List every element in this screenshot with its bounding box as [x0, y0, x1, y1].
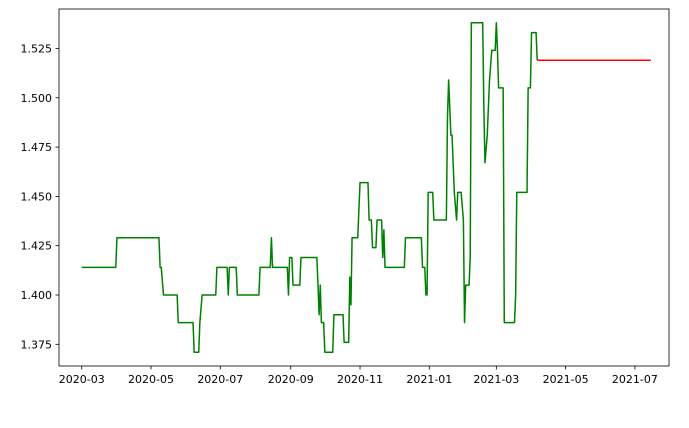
y-tick-label: 1.400 — [21, 289, 53, 302]
y-tick-label: 1.425 — [21, 240, 53, 253]
x-tick-label: 2021-07 — [612, 373, 658, 386]
plot-frame — [58, 8, 670, 367]
x-tick-label: 2021-01 — [406, 373, 452, 386]
x-tick-label: 2020-09 — [268, 373, 314, 386]
x-tick-label: 2020-05 — [128, 373, 174, 386]
x-tick-label: 2021-05 — [543, 373, 589, 386]
x-tick-label: 2020-03 — [59, 373, 105, 386]
y-tick-label: 1.500 — [21, 92, 53, 105]
x-tick-label: 2021-03 — [473, 373, 519, 386]
series-layer — [81, 22, 651, 353]
x-tick-label: 2020-07 — [197, 373, 243, 386]
y-axis: 1.375 1.400 1.425 1.450 1.475 1.500 1.525 — [21, 42, 59, 351]
series-line-1 — [81, 22, 538, 353]
y-tick-label: 1.375 — [21, 338, 53, 351]
y-tick-label: 1.525 — [21, 42, 53, 55]
x-tick-label: 2020-11 — [337, 373, 383, 386]
y-tick-label: 1.475 — [21, 141, 53, 154]
x-axis: 2020-03 2020-05 2020-07 2020-09 2020-11 2021-… — [59, 366, 658, 386]
y-tick-label: 1.450 — [21, 190, 53, 203]
